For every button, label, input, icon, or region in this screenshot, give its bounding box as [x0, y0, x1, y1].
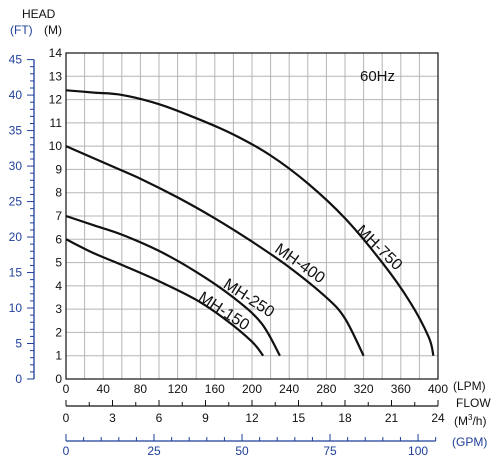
x-tick-label-gpm: 50 [235, 444, 249, 458]
x-tick-label-m3h: 15 [292, 411, 306, 425]
x-tick-label-lpm: 320 [354, 382, 374, 396]
x-tick-label-gpm: 100 [408, 444, 428, 458]
y-tick-label-ft: 5 [15, 337, 22, 351]
y-tick-label-m: 6 [55, 232, 62, 246]
y-tick-label-m: 5 [55, 256, 62, 270]
y-tick-label-m: 9 [55, 162, 62, 176]
x-tick-label-gpm: 0 [63, 444, 70, 458]
y-tick-label-ft: 30 [9, 159, 23, 173]
y-tick-label-ft: 10 [9, 301, 23, 315]
y-tick-label-m: 3 [55, 302, 62, 316]
x-tick-label-m3h: 18 [338, 411, 352, 425]
y-axis-unit-m: (M) [44, 23, 62, 37]
y-tick-label-m: 12 [49, 93, 63, 107]
x-tick-label-m3h: 9 [202, 411, 209, 425]
x-unit-m3h: (M3/h) [454, 413, 486, 428]
curve-mh-150 [65, 238, 265, 357]
y-axis-unit-ft: (FT) [10, 23, 33, 37]
y-axis-title: HEAD [22, 7, 56, 21]
y-tick-label-ft: 15 [9, 266, 23, 280]
curve-mh-250 [65, 214, 281, 357]
y-tick-label-ft: 25 [9, 195, 23, 209]
x-tick-label-m3h: 12 [245, 411, 259, 425]
x-unit-lpm: (LPM) [453, 379, 486, 393]
y-tick-label-ft: 20 [9, 230, 23, 244]
x-axis-title: FLOW [456, 396, 491, 410]
x-tick-label-lpm: 80 [134, 382, 148, 396]
x-tick-label-gpm: 75 [323, 444, 337, 458]
x-ticks-gpm: 0 25 50 75 100 [63, 434, 437, 458]
curve-mh-400 [65, 145, 365, 357]
y-tick-label-m: 14 [49, 46, 63, 60]
y-tick-label-m: 11 [50, 116, 63, 130]
x-tick-label-m3h: 6 [156, 411, 163, 425]
x-tick-label-m3h: 3 [109, 411, 116, 425]
y-tick-label-m: 13 [49, 69, 63, 83]
y-ticks-ft: 0 5 10 15 20 25 30 35 40 45 [9, 53, 35, 386]
x-tick-label-lpm: 40 [97, 382, 111, 396]
y-tick-label-ft: 45 [9, 53, 23, 67]
x-tick-label-lpm: 240 [279, 382, 299, 396]
x-tick-label-gpm: 25 [147, 444, 161, 458]
x-ticks-lpm: 0 40 80 120 160 200 240 280 320 360 400 [63, 382, 449, 396]
y-tick-label-m: 7 [55, 209, 62, 223]
x-tick-label-lpm: 120 [168, 382, 188, 396]
curve-mh-750 [65, 89, 435, 356]
y-tick-label-m: 1 [55, 349, 62, 363]
series-label: MH-750 [353, 222, 406, 274]
x-tick-label-lpm: 400 [428, 382, 448, 396]
x-tick-label-lpm: 360 [391, 382, 411, 396]
y-tick-label-ft: 35 [9, 124, 23, 138]
series-label: MH-400 [271, 241, 327, 288]
curves [65, 89, 435, 357]
x-tick-label-lpm: 280 [316, 382, 336, 396]
y-tick-label-m: 4 [55, 279, 62, 293]
x-tick-label-m3h: 24 [431, 411, 445, 425]
y-tick-label-ft: 40 [9, 88, 23, 102]
y-tick-label-m: 10 [49, 139, 63, 153]
y-tick-label-m: 0 [55, 372, 62, 386]
y-tick-label-m: 2 [55, 325, 62, 339]
grid [65, 52, 439, 380]
x-unit-gpm: (GPM) [452, 435, 487, 449]
x-tick-label-lpm: 200 [242, 382, 262, 396]
x-tick-label-lpm: 160 [205, 382, 225, 396]
x-tick-label-m3h: 21 [385, 411, 399, 425]
y-tick-label-ft: 0 [15, 372, 22, 386]
frequency-annotation: 60Hz [360, 68, 395, 85]
x-ticks-m3h: 0 3 6 9 12 15 18 21 24 [63, 400, 445, 425]
y-tick-label-m: 8 [55, 186, 62, 200]
x-tick-label-lpm: 0 [63, 382, 70, 396]
x-tick-label-m3h: 0 [63, 411, 70, 425]
